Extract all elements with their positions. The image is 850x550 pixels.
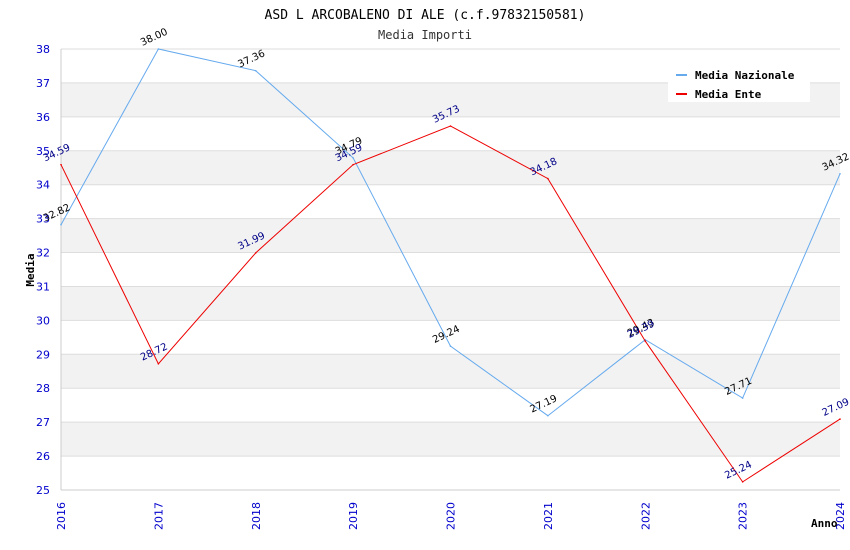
x-axis-label: Anno [811,517,838,530]
data-point [254,252,257,254]
x-tick-label: 2023 [737,502,750,530]
y-tick-label: 27 [36,416,50,429]
y-tick-label: 33 [36,213,50,226]
x-axis: 2016 2017 2018 2019 2020 2021 2022 2023 2024 [55,502,847,530]
y-tick-label: 37 [36,77,50,90]
data-point [547,177,549,180]
grid-band [61,184,840,219]
y-tick-label: 25 [36,484,50,497]
data-point [352,163,354,166]
data-point [449,345,452,347]
grid-band [61,456,840,490]
x-tick-label: 2016 [55,502,68,530]
x-tick-label: 2018 [250,502,263,530]
data-point [839,173,841,175]
x-tick-label: 2021 [542,502,555,530]
data-point [157,48,160,50]
data-label: 38.00 [139,27,170,49]
y-tick-label: 29 [36,348,50,361]
x-tick-label: 2017 [152,502,165,530]
data-point [157,363,160,365]
legend-label: Media Nazionale [695,69,795,82]
series-lines [60,48,841,483]
grid-band [61,286,840,321]
y-tick-label: 36 [36,111,50,124]
grid-band [61,388,840,423]
grid-band [61,116,840,151]
legend: Media Nazionale Media Ente [668,60,810,102]
data-point [644,340,647,342]
legend-box [668,60,810,102]
x-tick-label: 2020 [445,502,458,530]
data-point [60,223,62,226]
data-point [60,163,62,166]
grid-band [61,354,840,389]
data-point [254,69,257,72]
y-tick-label: 30 [36,314,50,327]
y-tick-label: 35 [36,145,50,158]
grid-band [61,252,840,287]
data-point [547,414,549,417]
grid-band [61,218,840,253]
legend-label: Media Ente [695,88,762,101]
chart-title: ASD L ARCOBALENO DI ALE (c.f.97832150581… [265,8,586,23]
x-tick-label: 2019 [347,502,360,530]
grid-band [61,422,840,457]
x-tick-label: 2022 [639,502,652,530]
grid-band [61,150,840,185]
data-point [352,157,354,159]
y-tick-label: 32 [36,247,50,260]
chart-subtitle: Media Importi [378,28,472,42]
y-axis: 25 26 27 28 29 30 31 32 33 34 35 36 37 38 [36,43,50,497]
y-axis-label: Media [24,253,37,286]
y-tick-label: 34 [36,179,50,192]
data-point [449,125,452,127]
y-tick-label: 38 [36,43,50,56]
data-point [839,418,841,420]
y-tick-label: 31 [36,280,50,293]
y-tick-label: 26 [36,450,50,463]
data-point [741,481,744,483]
data-point [741,397,744,399]
grid-band [61,320,840,355]
y-tick-label: 28 [36,382,50,395]
x-tick-label: 2024 [834,502,847,530]
